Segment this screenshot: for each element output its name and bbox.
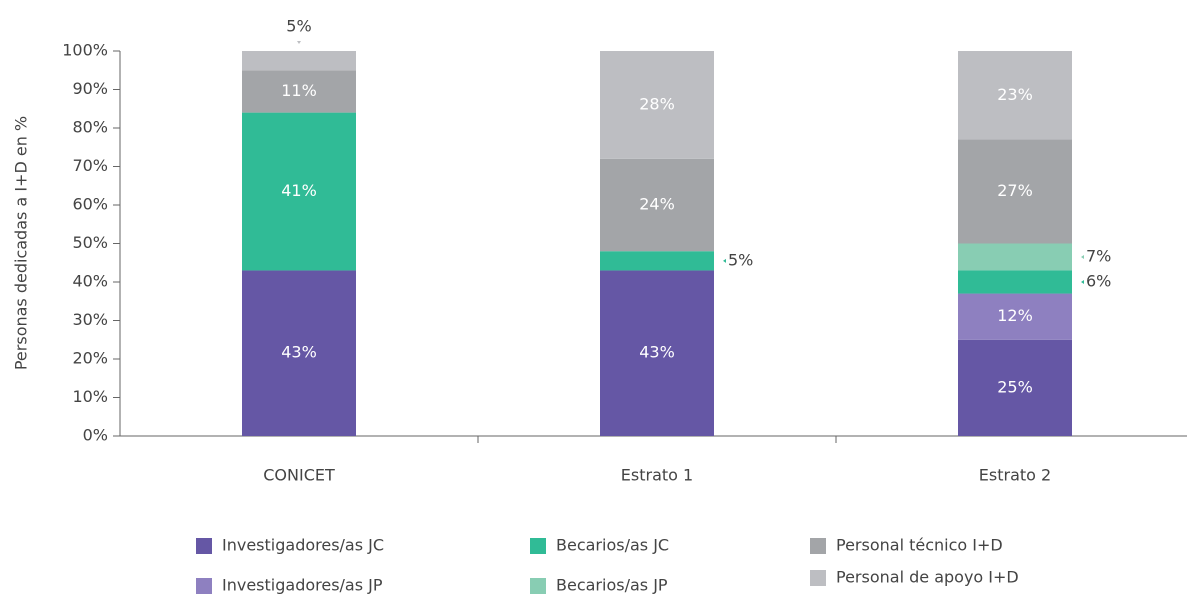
bar-segment [958, 139, 1072, 244]
x-tick-label: Estrato 2 [979, 466, 1051, 485]
data-label: 43% [281, 343, 317, 362]
label-pointer [297, 41, 301, 44]
y-tick-label: 30% [72, 310, 108, 329]
legend-swatch [196, 538, 212, 554]
legend-swatch [530, 578, 546, 594]
legend-label: Investigadores/as JC [222, 536, 384, 555]
y-tick-label: 100% [62, 41, 108, 60]
legend-swatch [810, 538, 826, 554]
legend-label: Becarios/as JC [556, 536, 669, 555]
data-label: 23% [997, 85, 1033, 104]
y-tick-label: 50% [72, 233, 108, 252]
y-tick-label: 20% [72, 349, 108, 368]
bar-segment [242, 70, 356, 113]
data-label: 5% [286, 17, 311, 36]
y-tick-label: 70% [72, 156, 108, 175]
y-tick-label: 40% [72, 272, 108, 291]
data-label: 41% [281, 181, 317, 200]
label-pointer [1081, 280, 1084, 284]
bar-segment [958, 243, 1072, 271]
label-pointer [1081, 254, 1084, 259]
legend-label: Personal técnico I+D [836, 536, 1003, 555]
data-label: 11% [281, 81, 317, 100]
legend-swatch [810, 570, 826, 586]
legend-label: Investigadores/as JP [222, 576, 383, 595]
y-tick-label: 0% [83, 426, 108, 445]
legend-label: Personal de apoyo I+D [836, 568, 1019, 587]
data-label: 5% [728, 250, 753, 269]
data-label: 12% [997, 306, 1033, 325]
x-tick-label: CONICET [263, 466, 335, 485]
data-label: 28% [639, 94, 675, 113]
bar-segment [600, 51, 714, 159]
bar-segment [600, 158, 714, 252]
bar-segment [242, 112, 356, 271]
legend-swatch [196, 578, 212, 594]
y-tick-label: 80% [72, 118, 108, 137]
legend-swatch [530, 538, 546, 554]
bar-segment [958, 339, 1072, 436]
y-tick-label: 60% [72, 195, 108, 214]
x-tick-label: Estrato 1 [621, 466, 693, 485]
data-label: 6% [1086, 272, 1111, 291]
bar-segment [242, 51, 356, 71]
data-label: 27% [997, 181, 1033, 200]
y-tick-label: 10% [72, 387, 108, 406]
data-label: 25% [997, 377, 1033, 396]
data-label: 24% [639, 195, 675, 214]
bar-segment [958, 51, 1072, 140]
label-pointer [723, 258, 726, 263]
data-label: 43% [639, 343, 675, 362]
bar-segment [242, 270, 356, 436]
y-axis-label: Personas dedicadas a I+D en % [12, 116, 31, 370]
bar-segment [600, 270, 714, 436]
y-tick-label: 90% [72, 79, 108, 98]
data-label: 7% [1086, 246, 1111, 265]
bar-segment [600, 251, 714, 271]
bar-segment [958, 293, 1072, 340]
legend-label: Becarios/as JP [556, 576, 668, 595]
bar-segment [958, 270, 1072, 294]
